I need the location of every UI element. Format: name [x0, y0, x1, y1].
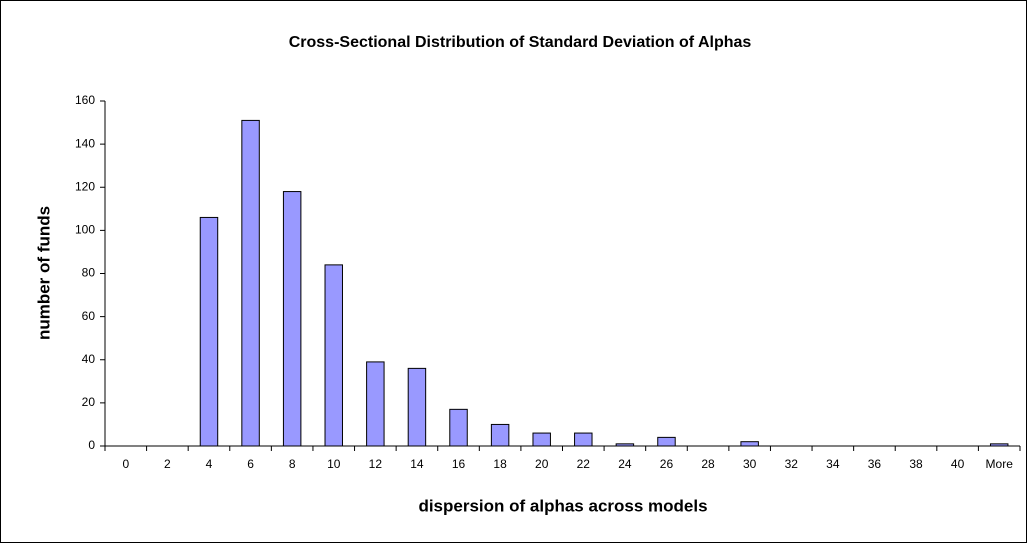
bar	[490, 423, 510, 447]
bar	[282, 191, 302, 447]
bar	[740, 441, 759, 447]
x-tick-label: 40	[951, 457, 965, 471]
bar	[324, 264, 343, 447]
bar	[407, 367, 427, 447]
y-tick-label: 80	[82, 266, 96, 280]
bar	[449, 408, 468, 447]
x-tick-label: 12	[369, 457, 383, 471]
x-tick-label: 36	[868, 457, 882, 471]
bar	[657, 436, 676, 447]
x-tick-label: 32	[785, 457, 799, 471]
y-tick-label: 60	[82, 309, 96, 323]
bar	[241, 119, 260, 447]
x-tick-label: More	[986, 457, 1014, 471]
x-tick-label: 14	[410, 457, 424, 471]
bar	[615, 443, 635, 447]
x-axis-title: dispersion of alphas across models	[418, 496, 707, 515]
y-tick-label: 100	[75, 223, 95, 237]
bar	[366, 361, 385, 447]
bar	[989, 443, 1009, 447]
x-tick-label: 4	[206, 457, 213, 471]
y-tick-label: 20	[82, 395, 96, 409]
x-tick-label: 22	[577, 457, 591, 471]
y-tick-label: 140	[75, 136, 95, 150]
x-tick-label: 30	[743, 457, 757, 471]
bar	[532, 432, 551, 447]
bar	[199, 216, 219, 447]
x-tick-label: 2	[164, 457, 171, 471]
x-tick-label: 8	[289, 457, 296, 471]
y-tick-label: 120	[75, 179, 95, 193]
x-tick-label: 6	[247, 457, 254, 471]
x-tick-label: 0	[122, 457, 129, 471]
x-tick-label: 26	[660, 457, 674, 471]
y-axis-title: number of funds	[34, 206, 53, 340]
x-tick-label: 10	[327, 457, 341, 471]
x-tick-label: 18	[493, 457, 507, 471]
x-tick-label: 28	[701, 457, 715, 471]
y-tick-label: 40	[82, 352, 96, 366]
y-tick-label: 160	[75, 93, 95, 107]
x-tick-label: 24	[618, 457, 632, 471]
y-tick-label: 0	[88, 438, 95, 452]
bar	[574, 432, 593, 447]
x-tick-label: 20	[535, 457, 549, 471]
x-tick-label: 34	[826, 457, 840, 471]
x-tick-label: 38	[909, 457, 923, 471]
x-tick-label: 16	[452, 457, 466, 471]
chart-title: Cross-Sectional Distribution of Standard…	[289, 34, 752, 51]
